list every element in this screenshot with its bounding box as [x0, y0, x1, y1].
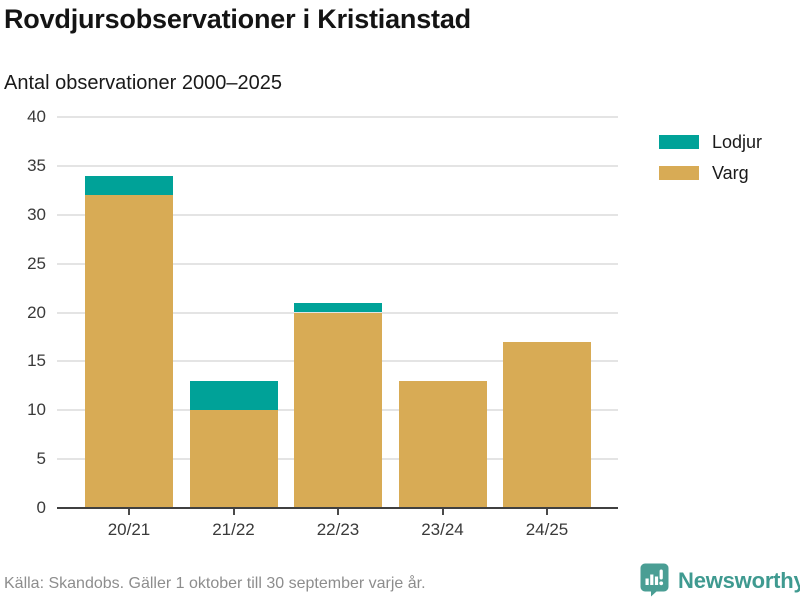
gridline-25: [57, 262, 618, 265]
x-axis-tick-label: 24/25: [525, 520, 569, 539]
logo-exclamation: [659, 569, 663, 580]
x-axis-tick: [232, 509, 235, 515]
bar-23-24-varg: [398, 380, 487, 508]
y-axis-tick-label: 15: [27, 351, 46, 371]
bar-24-25-varg: [503, 341, 591, 508]
legend-swatch-varg: [659, 166, 699, 180]
y-axis-tick-label: 0: [36, 498, 46, 517]
bar-20-21-lodjur: [85, 175, 173, 196]
legend-label: Lodjur: [712, 132, 763, 152]
legend-swatch-lodjur: [659, 135, 699, 149]
x-axis-line: [57, 507, 618, 509]
bar-22-23-varg: [294, 312, 382, 508]
gridline-40: [57, 116, 618, 118]
chart-legend: Lodjur Varg: [659, 133, 762, 195]
gridline-30: [57, 213, 618, 216]
x-axis-tick: [546, 509, 548, 515]
y-axis-tick-label: 40: [27, 107, 46, 126]
x-axis-tick: [128, 509, 130, 515]
x-axis-tick-label: 23/24: [421, 520, 464, 539]
logo-exclamation-dot: [659, 581, 664, 586]
x-axis-tick-label: 21/22: [212, 520, 255, 539]
newsworthy-logo: Newsworthy: [640, 563, 800, 597]
logo-bar-1: [645, 578, 649, 585]
logo-bar-3: [654, 576, 659, 585]
x-axis-tick-label: 22/23: [316, 520, 360, 539]
bar-21-22-lodjur: [189, 380, 278, 411]
newsworthy-logo-icon: [640, 563, 669, 597]
bar-22-23-lodjur: [294, 302, 382, 313]
y-axis-tick-label: 30: [27, 204, 46, 224]
x-axis-tick-label: 20/21: [107, 520, 151, 539]
chart-subtitle: Antal observationer 2000–2025: [4, 72, 282, 94]
legend-item-varg: Varg: [659, 164, 762, 182]
y-axis-tick-label: 20: [27, 302, 46, 322]
y-axis-tick-label: 35: [27, 155, 46, 175]
bar-20-21-varg: [85, 195, 173, 508]
chart-title: Rovdjursobservationer i Kristianstad: [4, 4, 471, 34]
legend-item-lodjur: Lodjur: [659, 133, 762, 151]
y-axis-tick-label: 25: [27, 253, 46, 273]
legend-label: Varg: [712, 163, 749, 183]
newsworthy-logo-text: Newsworthy: [678, 567, 800, 593]
gridline-35: [57, 164, 618, 167]
x-axis-tick: [337, 509, 339, 515]
bar-21-22-varg: [189, 410, 278, 508]
x-axis-tick: [441, 509, 444, 515]
logo-bar-2: [650, 574, 654, 585]
y-axis-tick-label: 5: [36, 449, 46, 469]
source-note: Källa: Skandobs. Gäller 1 oktober till 3…: [4, 575, 426, 592]
y-axis-tick-label: 10: [27, 400, 46, 420]
